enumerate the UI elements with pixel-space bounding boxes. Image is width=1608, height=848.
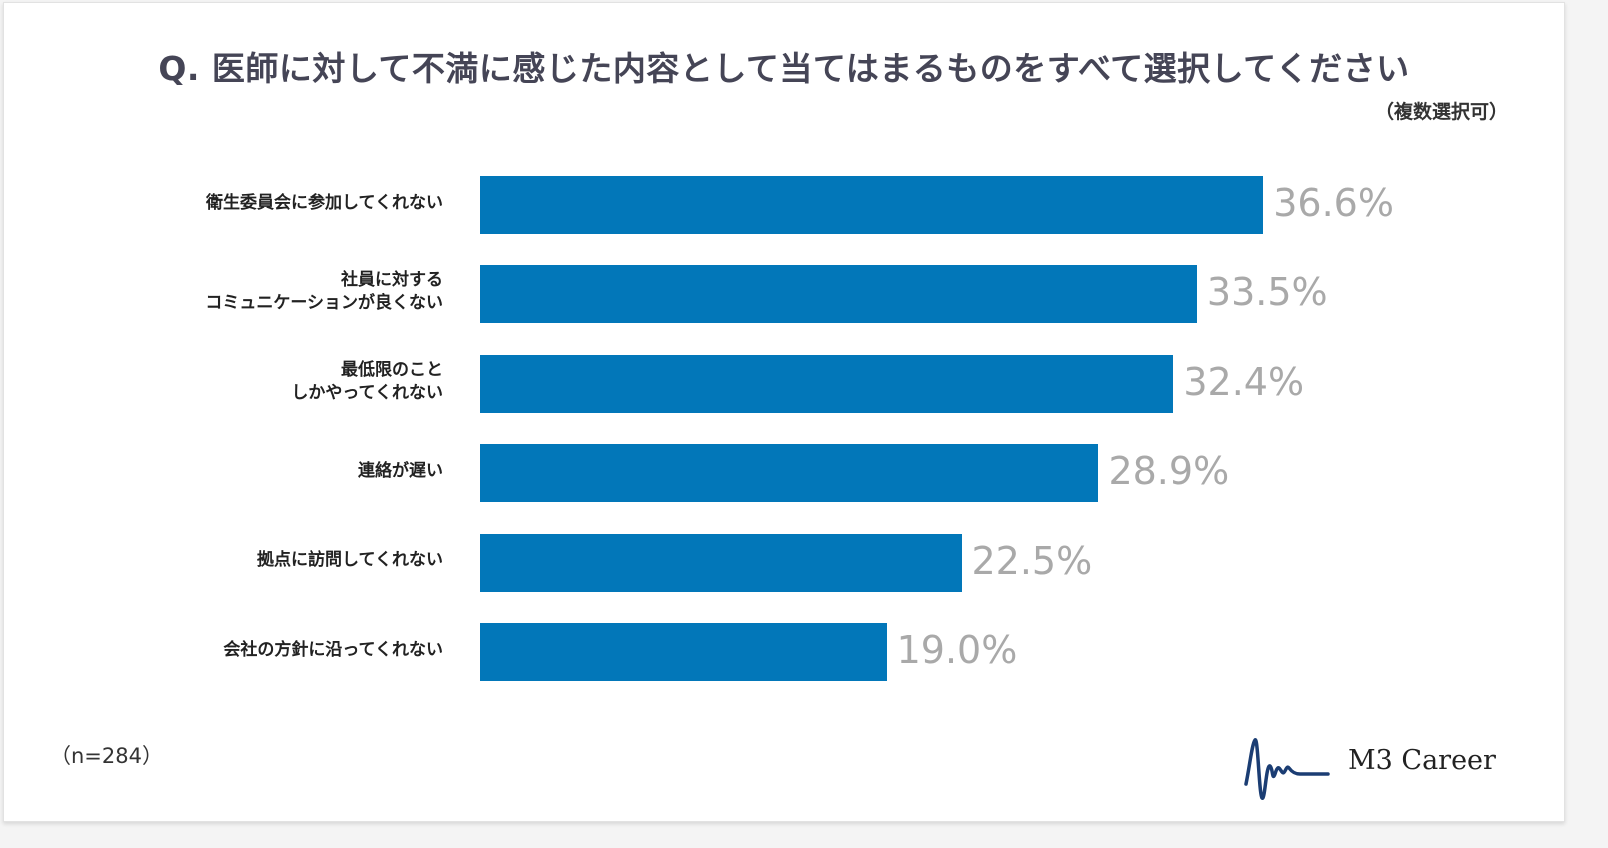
m3-career-logo-text: M3 Career	[1348, 745, 1496, 776]
chart-subtitle: （複数選択可）	[1374, 101, 1508, 123]
value-label: 32.4%	[1183, 359, 1305, 404]
bar	[480, 176, 1264, 234]
value-label: 36.6%	[1273, 181, 1394, 225]
category-label-line: 最低限のこと	[341, 359, 443, 380]
bar	[480, 533, 962, 592]
category-label-line: 拠点に訪問してくれない	[257, 550, 443, 571]
bar	[480, 265, 1197, 324]
sample-size-note: （n=284）	[50, 744, 163, 768]
bar	[480, 354, 1174, 413]
value-label: 33.5%	[1206, 270, 1328, 315]
category-label: 最低限のこと しかやってくれない	[43, 359, 443, 405]
category-label-line: コミュニケーションが良くない	[205, 293, 443, 314]
category-label-line: 社員に対する	[341, 270, 443, 291]
value-label: 22.5%	[971, 538, 1093, 583]
value-label: 19.0%	[896, 628, 1018, 672]
category-label-line: 衛生委員会に参加してくれない	[206, 192, 443, 213]
m3-logo-wave-icon	[1244, 738, 1330, 800]
category-label-line: 連絡が遅い	[358, 460, 443, 481]
category-label: 拠点に訪問してくれない	[43, 549, 443, 572]
value-label: 28.9%	[1108, 449, 1230, 494]
bar	[480, 623, 887, 681]
chart-title: Q. 医師に対して不満に感じた内容として当てはまるものをすべて選択してください	[158, 49, 1410, 88]
category-label-line: しかやってくれない	[291, 382, 443, 403]
bar	[480, 444, 1099, 503]
category-label: 社員に対する コミュニケーションが良くない	[43, 269, 443, 315]
category-label-line: 会社の方針に沿ってくれない	[223, 639, 443, 660]
category-label: 衛生委員会に参加してくれない	[43, 192, 443, 215]
category-label: 連絡が遅い	[43, 460, 443, 483]
category-label: 会社の方針に沿ってくれない	[43, 639, 443, 662]
